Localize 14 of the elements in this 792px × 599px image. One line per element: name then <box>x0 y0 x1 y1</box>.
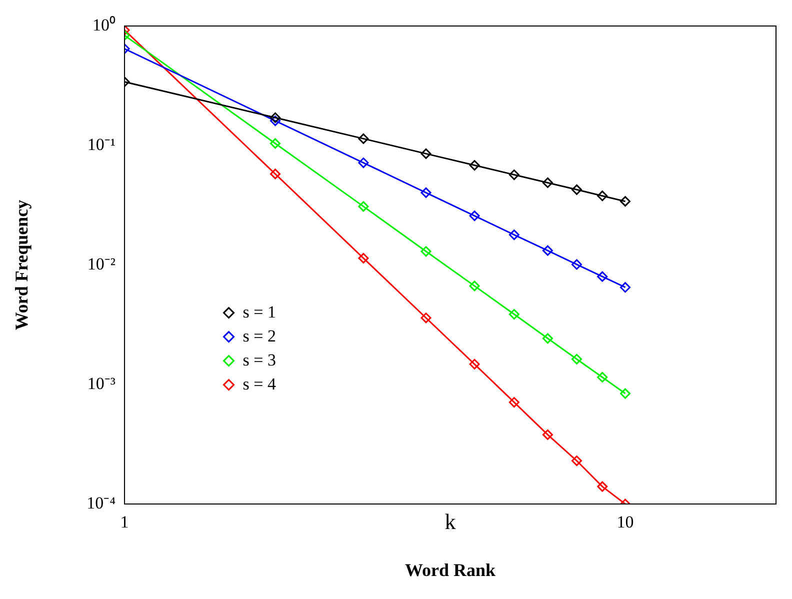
y-tick-label: 10⁻² <box>87 254 116 274</box>
legend-label: s = 4 <box>242 374 276 394</box>
y-axis-title: Word Frequency <box>11 200 32 330</box>
x-tick-label: 10 <box>616 512 634 532</box>
legend-label: s = 1 <box>242 302 276 322</box>
y-tick-label: 10⁻⁴ <box>86 493 116 512</box>
x-axis-title: Word Rank <box>405 560 496 580</box>
legend-label: s = 3 <box>242 350 276 370</box>
legend-label: s = 2 <box>242 326 276 346</box>
text: k <box>444 508 456 534</box>
y-tick-label: 10⁻³ <box>87 374 116 393</box>
y-tick-label: 10⁰ <box>92 15 116 34</box>
y-tick-label: 10⁻¹ <box>87 134 116 154</box>
x-tick-label: 1 <box>120 512 129 532</box>
